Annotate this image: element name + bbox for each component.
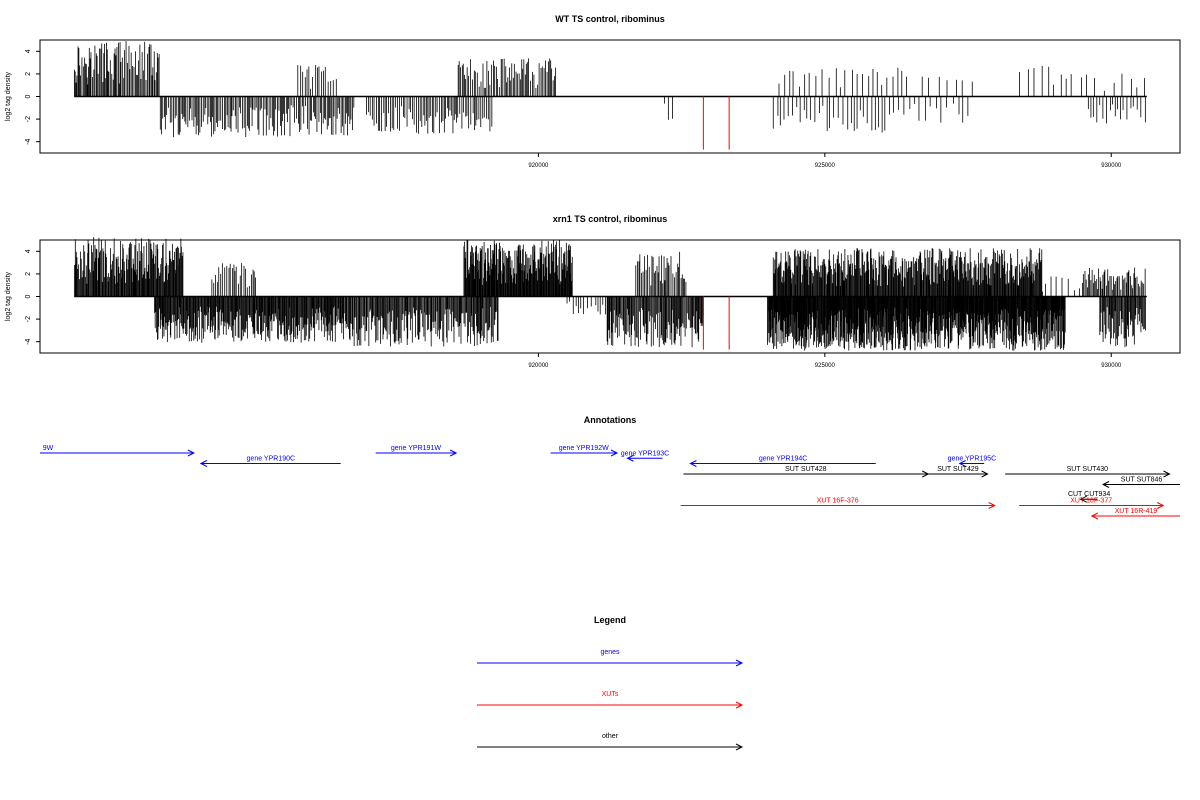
feature-label: XUT 16R-419 bbox=[1115, 508, 1158, 515]
annotations-title: Annotations bbox=[584, 415, 637, 425]
x-tick-label: 925000 bbox=[815, 163, 836, 169]
signal-bars bbox=[73, 41, 1146, 138]
feature-label: gene YPR195C bbox=[948, 456, 997, 463]
signal-bars bbox=[73, 237, 1146, 351]
y-tick-label: 4 bbox=[25, 249, 32, 253]
feature-label: 9W bbox=[43, 445, 54, 452]
legend-label: XUTs bbox=[602, 691, 619, 698]
y-tick-label: -4 bbox=[25, 138, 32, 144]
y-tick-label: 0 bbox=[25, 294, 32, 298]
annotation-feature: SUT SUT430 bbox=[1005, 466, 1171, 478]
y-tick-label: 4 bbox=[25, 49, 32, 53]
feature-label: XUT 16F-377 bbox=[1070, 498, 1112, 505]
legend-title: Legend bbox=[594, 615, 626, 625]
annotation-feature: 9W bbox=[40, 445, 195, 457]
x-tick-label: 925000 bbox=[815, 363, 836, 369]
arrow-head bbox=[1079, 495, 1087, 503]
annotation-feature: gene YPR192W bbox=[550, 445, 619, 457]
legend-label: other bbox=[602, 733, 619, 740]
arrow-head bbox=[626, 454, 634, 462]
annotation-feature: XUT 16F-376 bbox=[680, 498, 996, 509]
arrow-head bbox=[1090, 512, 1099, 520]
panel-wt: WT TS control, ribominus log2 tag density… bbox=[5, 14, 1181, 169]
annotation-feature: XUT 16R-419 bbox=[1090, 508, 1180, 520]
arrow-head bbox=[1101, 481, 1110, 488]
y-tick-label: 2 bbox=[25, 72, 32, 76]
arrow-head bbox=[958, 460, 966, 467]
x-tick-label: 930000 bbox=[1101, 363, 1122, 369]
x-tick-label: 920000 bbox=[528, 363, 549, 369]
legend-label: genes bbox=[600, 649, 620, 656]
feature-label: SUT SUT428 bbox=[785, 466, 827, 473]
arrow-head bbox=[610, 449, 619, 457]
annotation-feature: XUT 16F-377 bbox=[1019, 498, 1165, 509]
feature-label: SUT SUT430 bbox=[1067, 466, 1109, 473]
legend-panel: Legend genes XUTs other bbox=[477, 615, 744, 751]
arrow-head bbox=[735, 701, 744, 709]
feature-label: gene YPR191W bbox=[391, 445, 441, 452]
chart-title: WT TS control, ribominus bbox=[555, 14, 665, 24]
annotation-feature: gene YPR191W bbox=[375, 445, 458, 457]
y-axis-label: log2 tag density bbox=[5, 71, 12, 121]
arrow-head bbox=[187, 449, 195, 457]
annotation-feature: gene YPR194C bbox=[689, 456, 876, 467]
arrow-head bbox=[988, 502, 996, 509]
annotation-feature: gene YPR195C bbox=[948, 456, 997, 467]
arrow-head bbox=[1156, 502, 1165, 509]
annotations-panel: Annotations 9W gene YPR190C gene YPR191W gen… bbox=[40, 415, 1180, 520]
arrow-head bbox=[1163, 470, 1171, 478]
arrow-head bbox=[449, 449, 458, 457]
arrow-head bbox=[735, 659, 744, 667]
arrow-head bbox=[981, 470, 989, 478]
x-tick-label: 920000 bbox=[528, 163, 549, 169]
annotation-feature: gene YPR190C bbox=[199, 456, 341, 467]
y-tick-label: -2 bbox=[25, 316, 32, 322]
feature-label: SUT SUT429 bbox=[937, 466, 979, 473]
feature-label: gene YPR194C bbox=[759, 456, 808, 463]
y-axis-label: log2 tag density bbox=[5, 271, 12, 321]
feature-label: SUT SUT846 bbox=[1121, 477, 1163, 484]
legend-item: other bbox=[477, 733, 744, 751]
arrow-head bbox=[735, 743, 744, 751]
annotation-feature: CUT CUT934 bbox=[1068, 491, 1110, 503]
y-tick-label: 2 bbox=[25, 272, 32, 276]
y-tick-label: -2 bbox=[25, 116, 32, 122]
y-tick-label: -4 bbox=[25, 338, 32, 344]
arrow-head bbox=[689, 460, 697, 467]
arrow-head bbox=[199, 460, 208, 467]
feature-label: XUT 16F-376 bbox=[817, 498, 859, 505]
y-tick-label: 0 bbox=[25, 94, 32, 98]
feature-label: gene YPR190C bbox=[247, 456, 296, 463]
legend-item: genes bbox=[477, 649, 744, 667]
feature-label: gene YPR192W bbox=[559, 445, 609, 452]
annotation-feature: SUT SUT429 bbox=[928, 466, 989, 478]
feature-label: CUT CUT934 bbox=[1068, 491, 1110, 498]
x-tick-label: 930000 bbox=[1101, 163, 1122, 169]
panel-xrn1: xrn1 TS control, ribominus log2 tag densi… bbox=[5, 214, 1181, 369]
feature-label: gene YPR193C bbox=[621, 450, 670, 457]
annotation-feature: SUT SUT428 bbox=[683, 466, 930, 478]
chart-title: xrn1 TS control, ribominus bbox=[553, 214, 668, 224]
annotation-feature: gene YPR193C bbox=[621, 450, 670, 462]
legend-item: XUTs bbox=[477, 691, 744, 709]
annotation-feature: SUT SUT846 bbox=[1101, 477, 1180, 488]
